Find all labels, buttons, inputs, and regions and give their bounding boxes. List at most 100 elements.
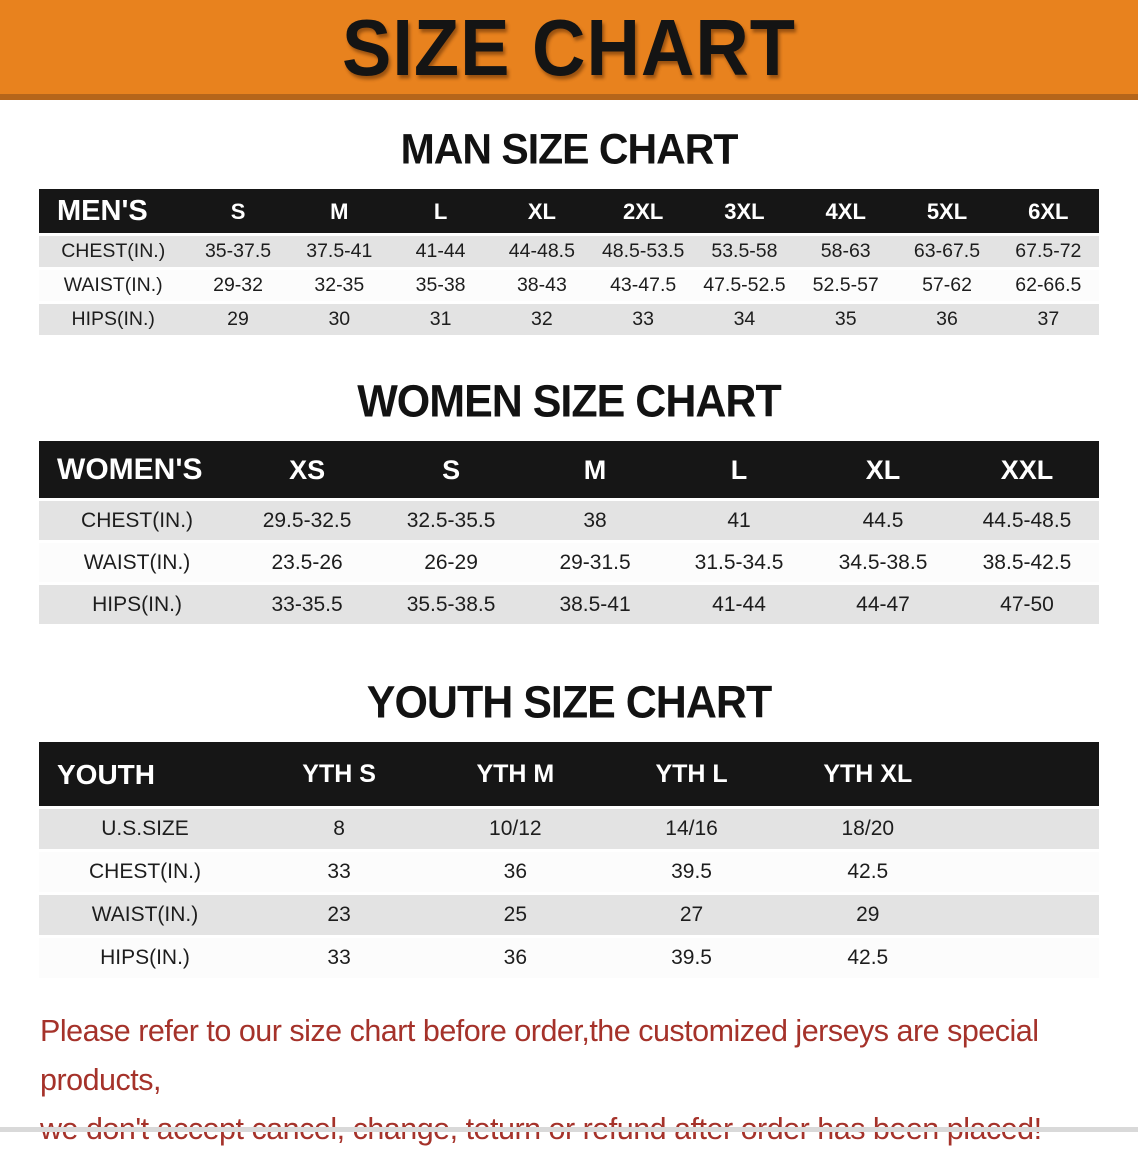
size-value-cell: 39.5 [603,936,780,981]
size-column-header: S [187,189,289,236]
size-value-cell: 25 [427,893,604,938]
measurement-row-label: HIPS(IN.) [39,583,236,627]
size-value-cell: 33 [592,302,694,338]
size-value-cell: 44.5-48.5 [955,499,1099,543]
size-value-cell: 29 [187,302,289,338]
size-value-cell: 23.5-26 [235,541,380,585]
disclaimer-text: Please refer to our size chart before or… [40,1007,1114,1155]
women-section-title: WOMEN SIZE CHART [357,376,782,427]
size-column-header: XL [491,189,593,236]
size-value-cell: 35-38 [389,268,492,304]
men-size-section: MAN SIZE CHART MEN'S S M L XL 2XL 3XL 4XL 5XL 6XL… [0,124,1138,338]
size-column-header: XS [235,440,380,501]
size-column-header: L [389,189,492,236]
youth-section-title: YOUTH SIZE CHART [366,677,772,729]
size-chart-banner: SIZE CHART [0,0,1138,100]
size-column-header: 5XL [896,189,998,236]
size-column-header: 2XL [592,189,694,236]
men-section-title: MAN SIZE CHART [400,124,739,174]
size-column-header: L [667,440,812,501]
table-header-row: YOUTH YTH S YTH M YTH L YTH XL [39,742,1099,809]
measurement-row: U.S.SIZE 8 10/12 14/16 18/20 [39,807,1099,852]
size-value-cell: 58-63 [795,234,897,270]
size-value-cell: 41 [667,499,812,543]
measurement-row-label: CHEST(IN.) [39,234,188,270]
measurement-row-label: U.S.SIZE [39,807,251,852]
size-column-header: S [379,440,524,501]
size-value-cell: 36 [896,302,998,338]
size-value-cell: 67.5-72 [997,234,1099,270]
measurement-row: HIPS(IN.) 29 30 31 32 33 34 35 36 37 [39,302,1099,338]
size-value-cell: 39.5 [603,850,780,895]
table-corner-label: YOUTH [39,742,251,809]
measurement-row-label: HIPS(IN.) [39,302,188,338]
measurement-row: WAIST(IN.) 23.5-26 26-29 29-31.5 31.5-34.5 34… [39,541,1099,585]
size-value-cell: 42.5 [779,936,956,981]
size-column-header: YTH M [427,742,604,809]
size-value-cell: 32-35 [288,268,390,304]
size-value-cell: 31 [389,302,492,338]
size-value-cell: 63-67.5 [896,234,998,270]
size-value-cell: 33 [251,936,428,981]
measurement-row: HIPS(IN.) 33 36 39.5 42.5 [39,936,1099,981]
size-value-cell: 38 [523,499,668,543]
size-value-cell: 36 [427,936,604,981]
size-column-header: YTH L [603,742,780,809]
size-value-cell: 8 [251,807,428,852]
measurement-row-label: HIPS(IN.) [39,936,251,981]
measurement-row-label: WAIST(IN.) [39,268,188,304]
size-value-cell: 53.5-58 [693,234,796,270]
table-header-row: MEN'S S M L XL 2XL 3XL 4XL 5XL 6XL [39,189,1099,236]
size-column-header: YTH XL [779,742,956,809]
size-value-cell: 57-62 [896,268,998,304]
size-value-cell: 32 [491,302,593,338]
bottom-edge-strip [0,1127,1138,1132]
size-value-cell: 38.5-41 [523,583,668,627]
size-value-cell: 43-47.5 [592,268,694,304]
size-value-cell: 47.5-52.5 [693,268,796,304]
youth-size-table: YOUTH YTH S YTH M YTH L YTH XL U.S.SIZE 8 10/12… [39,742,1099,981]
size-column-header: YTH S [251,742,428,809]
size-value-cell: 35.5-38.5 [379,583,524,627]
women-size-section: WOMEN SIZE CHART WOMEN'S XS S M L XL XXL CHEST(… [0,376,1138,627]
size-value-cell: 37 [997,302,1099,338]
size-value-cell: 33-35.5 [235,583,380,627]
measurement-row-label: WAIST(IN.) [39,541,236,585]
size-value-cell: 32.5-35.5 [379,499,524,543]
measurement-row-label: WAIST(IN.) [39,893,251,938]
size-column-header: M [523,440,668,501]
size-value-cell: 10/12 [427,807,604,852]
measurement-row-label: CHEST(IN.) [39,850,251,895]
row-filler [955,936,1099,981]
measurement-row: CHEST(IN.) 35-37.5 37.5-41 41-44 44-48.5 48.5… [39,234,1099,270]
size-value-cell: 62-66.5 [997,268,1099,304]
size-value-cell: 33 [251,850,428,895]
size-column-header: M [288,189,390,236]
header-filler [955,742,1099,809]
table-corner-label: MEN'S [39,189,188,236]
size-value-cell: 35 [795,302,897,338]
measurement-row: HIPS(IN.) 33-35.5 35.5-38.5 38.5-41 41-44 44-… [39,583,1099,627]
youth-size-section: YOUTH SIZE CHART YOUTH YTH S YTH M YTH L YTH… [0,677,1138,981]
size-column-header: 6XL [997,189,1099,236]
size-value-cell: 41-44 [667,583,812,627]
row-filler [955,807,1099,852]
banner-title: SIZE CHART [342,2,796,92]
size-column-header: XXL [955,440,1099,501]
size-value-cell: 34.5-38.5 [811,541,956,585]
size-value-cell: 48.5-53.5 [592,234,694,270]
size-value-cell: 29.5-32.5 [235,499,380,543]
size-value-cell: 47-50 [955,583,1099,627]
size-value-cell: 29-31.5 [523,541,668,585]
table-header-row: WOMEN'S XS S M L XL XXL [39,440,1099,501]
measurement-row: WAIST(IN.) 23 25 27 29 [39,893,1099,938]
measurement-row: CHEST(IN.) 29.5-32.5 32.5-35.5 38 41 44.5 44.5… [39,499,1099,543]
size-value-cell: 38.5-42.5 [955,541,1099,585]
size-value-cell: 35-37.5 [187,234,289,270]
size-column-header: 3XL [693,189,796,236]
size-value-cell: 42.5 [779,850,956,895]
women-size-table: WOMEN'S XS S M L XL XXL CHEST(IN.) 29.5-32.5 32.5… [39,440,1099,627]
measurement-row: CHEST(IN.) 33 36 39.5 42.5 [39,850,1099,895]
men-size-table: MEN'S S M L XL 2XL 3XL 4XL 5XL 6XL CHEST(IN.) 35-37… [39,189,1099,338]
row-filler [955,850,1099,895]
